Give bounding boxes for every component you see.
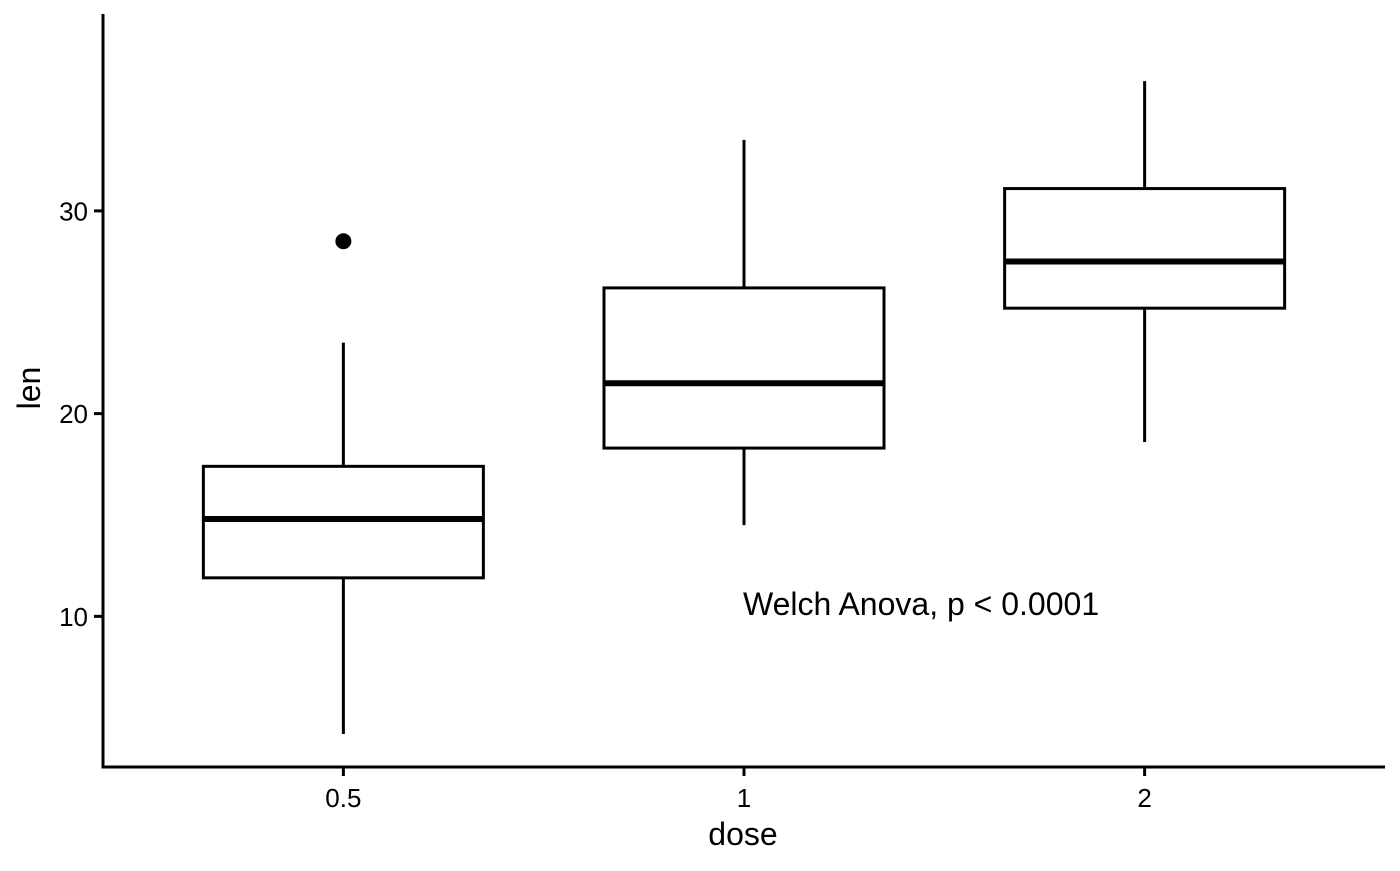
plot-area: 10 20 30 0.5 1 2 [59,14,1385,813]
x-axis-tick-label: 2 [1137,783,1151,813]
x-axis-title: dose [708,816,777,852]
stat-annotation: Welch Anova, p < 0.0001 [743,586,1099,622]
y-axis-tick-label: 30 [59,196,88,226]
y-axis-tick-label: 20 [59,399,88,429]
boxplot-dose-0.5 [201,233,485,734]
outlier-point [335,233,352,250]
box [201,464,485,580]
y-axis-title: len [11,367,47,410]
box [1003,187,1287,310]
x-axis-tick-label: 0.5 [325,783,361,813]
boxplot-dose-2 [1003,81,1287,442]
y-axis-tick-label: 10 [59,602,88,632]
box [602,286,886,450]
x-axis-tick-label: 1 [737,783,751,813]
boxplot-dose-1 [602,139,886,526]
